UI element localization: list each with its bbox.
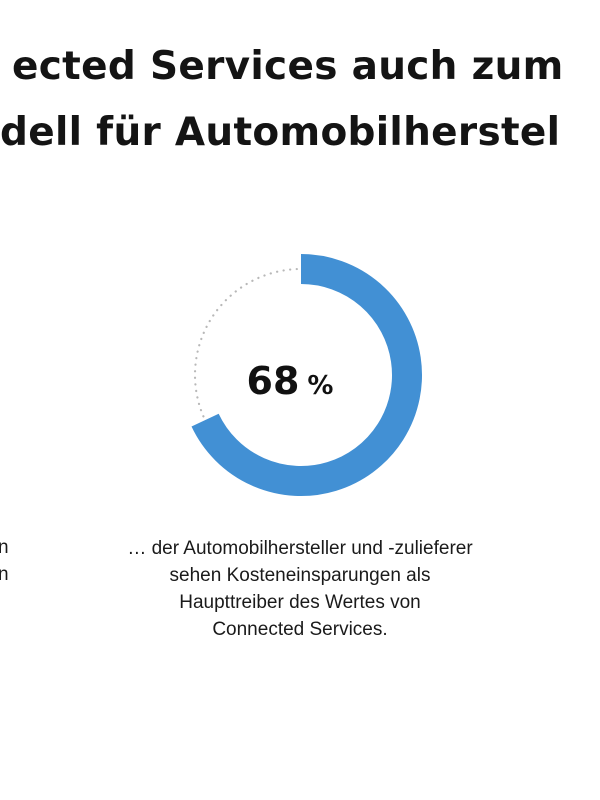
- donut-center-value: 68%: [247, 359, 334, 403]
- donut-value-unit: %: [307, 371, 333, 401]
- caption-line-4: Connected Services.: [212, 619, 388, 640]
- donut-filled-arc: [191, 254, 422, 496]
- donut-value-number: 68: [247, 359, 300, 403]
- page-title-line-2: dell für Automobilherstel: [0, 110, 561, 155]
- caption-line-1: … der Automobilhersteller und -zuliefere…: [127, 538, 473, 559]
- page-title-line-1: ected Services auch zum: [12, 44, 564, 89]
- caption-line-3: Haupttreiber des Wertes von: [179, 592, 421, 613]
- caption-line-2: sehen Kosteneinsparungen als: [169, 565, 431, 586]
- chart-caption: … der Automobilhersteller und -zuliefere…: [70, 535, 530, 643]
- left-cutoff-text-1: n: [0, 537, 9, 558]
- left-cutoff-text-2: n: [0, 564, 9, 585]
